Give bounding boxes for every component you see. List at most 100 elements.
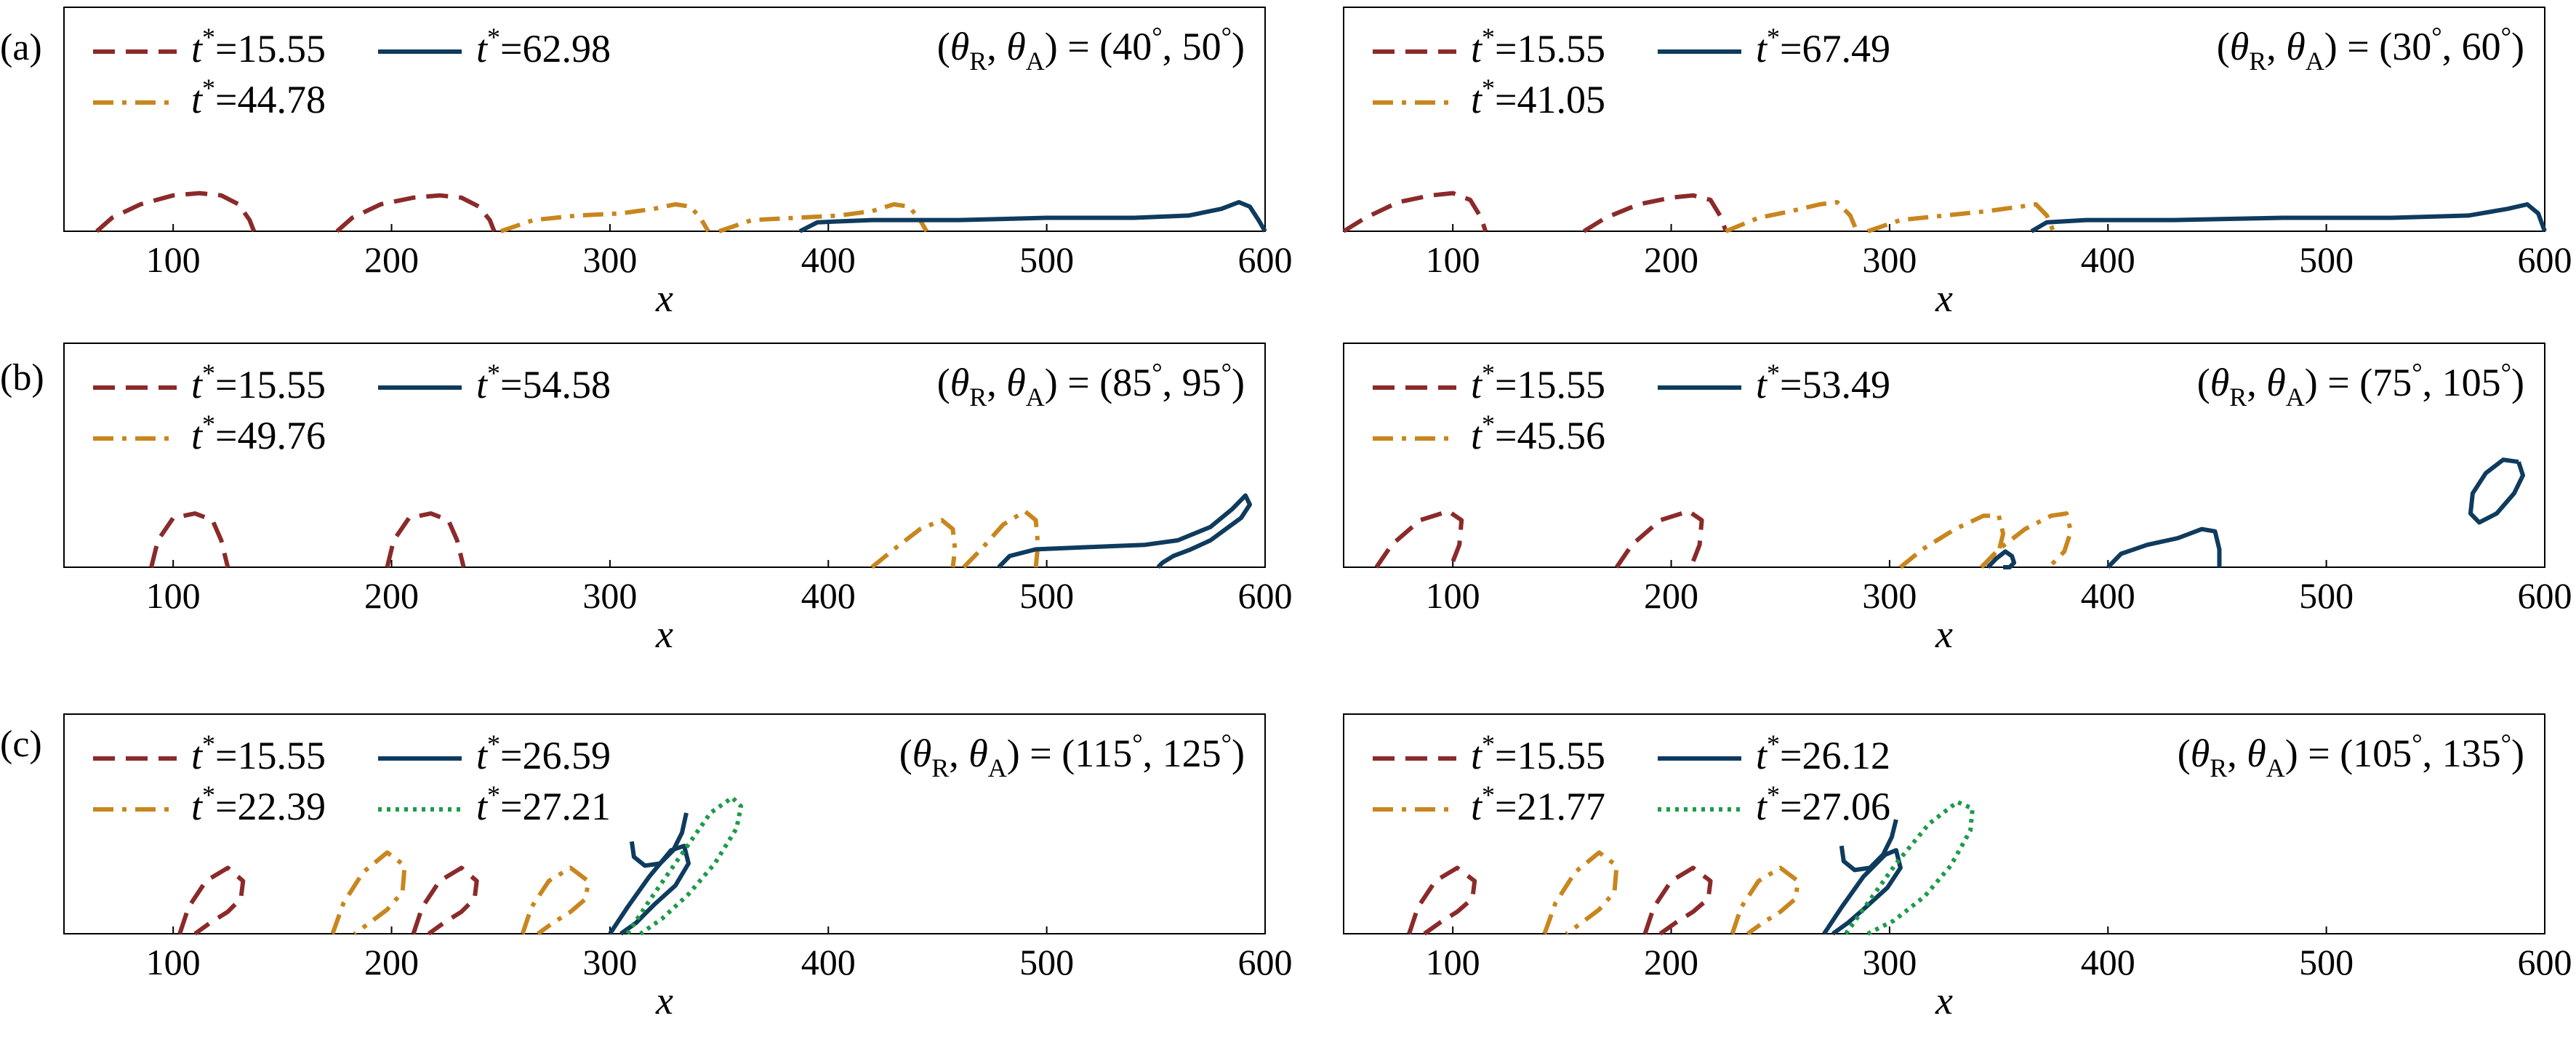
- curve-t-53.49: [1986, 549, 2017, 569]
- curve-t-49.76: [962, 509, 1040, 569]
- legend-label: t*=41.05: [1471, 73, 1605, 121]
- legend-label: t*=27.21: [476, 780, 611, 828]
- legend-label: t*=15.55: [1471, 729, 1605, 777]
- contact-angle-annotation: (θR, θA) = (105°, 135°): [2178, 729, 2524, 782]
- panels: 100 200 300 400 500 600 x t*=15.55 t*=62.98 t*=44…: [63, 7, 2572, 1022]
- x-axis-label: x: [655, 979, 673, 1022]
- x-tick-label: 500: [2299, 575, 2354, 616]
- x-tick-label: 300: [1862, 575, 1917, 616]
- x-tick-label: 600: [2518, 575, 2572, 616]
- curve-t-53.49: [2106, 526, 2222, 569]
- panel-c-left-frame: [63, 713, 1266, 934]
- legend-label: t*=26.59: [476, 729, 611, 777]
- x-tick-label: 400: [2081, 942, 2135, 982]
- x-tick-label: 400: [801, 575, 856, 616]
- curve-t-27.21: [625, 795, 744, 936]
- curve-t-44.78: [499, 202, 710, 233]
- row-label-c: (c): [0, 724, 42, 765]
- x-tick-label: 300: [582, 575, 637, 616]
- row-label-a: (a): [0, 27, 42, 68]
- x-axis-label: x: [1935, 979, 1953, 1022]
- legend-label: t*=67.49: [1756, 23, 1890, 71]
- curve-t-15.55: [385, 511, 466, 568]
- x-tick-label: 100: [1426, 942, 1480, 982]
- curve-t-15.55: [95, 191, 257, 233]
- legend-label: t*=49.76: [191, 409, 326, 457]
- contact-angle-annotation: (θR, θA) = (85°, 95°): [937, 358, 1245, 412]
- curve-t-27.06: [1844, 799, 1975, 936]
- curve-t-26.12: [1839, 819, 1898, 873]
- legend-label: t*=15.55: [1471, 359, 1605, 407]
- curve-t-15.55: [1342, 191, 1488, 233]
- legend-label: t*=45.56: [1471, 409, 1605, 457]
- x-tick-label: 400: [2081, 239, 2135, 280]
- x-tick-label: 200: [364, 239, 419, 280]
- x-tick-label: 300: [582, 942, 637, 982]
- x-tick-label: 200: [1644, 239, 1698, 280]
- curve-t-53.49: [2468, 457, 2525, 525]
- x-tick-label: 500: [1019, 942, 1074, 982]
- curve-t-15.55: [1642, 865, 1713, 936]
- x-tick-label: 100: [146, 942, 201, 982]
- x-tick-label: 200: [364, 575, 419, 616]
- curve-t-26.59: [629, 812, 689, 868]
- legend-label: t*=62.98: [476, 23, 611, 71]
- curve-t-15.55: [149, 511, 230, 568]
- panel-a-left-frame: [63, 7, 1266, 232]
- curve-t-15.55: [335, 193, 497, 233]
- x-tick-label: 600: [2518, 239, 2572, 280]
- curve-t-21.77: [1730, 865, 1800, 936]
- curve-t-62.98: [798, 200, 1267, 233]
- curve-t-49.76: [870, 518, 958, 569]
- x-tick-label: 100: [146, 239, 201, 280]
- curve-t-21.77: [1542, 850, 1619, 936]
- curve-t-15.55: [1374, 509, 1464, 569]
- row-label-b: (b): [0, 357, 44, 399]
- x-tick-label: 300: [582, 239, 637, 280]
- x-tick-label: 600: [1238, 942, 1293, 982]
- curve-t-44.78: [718, 202, 928, 233]
- x-tick-label: 100: [146, 575, 201, 616]
- panel-b-right-frame: [1343, 343, 2545, 568]
- panel-c-right-frame: [1343, 713, 2545, 934]
- x-tick-label: 100: [1426, 239, 1480, 280]
- contact-angle-annotation: (θR, θA) = (30°, 60°): [2217, 22, 2524, 76]
- curve-t-15.55: [1582, 193, 1728, 233]
- curve-t-54.58: [997, 493, 1252, 569]
- curve-t-41.05: [1725, 200, 1859, 233]
- panel-c-right: 100 200 300 400 500 600 x t*=15.55 t*=26.12 t*=21…: [1343, 713, 2572, 1022]
- x-tick-label: 400: [801, 942, 856, 982]
- curve-t-22.39: [520, 865, 590, 936]
- curve-t-15.55: [177, 865, 246, 936]
- contact-angle-annotation: (θR, θA) = (115°, 125°): [899, 729, 1245, 782]
- x-tick-label: 400: [801, 239, 856, 280]
- curve-t-15.55: [1407, 865, 1477, 936]
- x-axis-label: x: [1935, 612, 1953, 656]
- panel-b-left-frame: [63, 343, 1266, 568]
- legend-label: t*=26.12: [1756, 729, 1890, 777]
- panel-a-left: 100 200 300 400 500 600 x t*=15.55 t*=62.98 t*=44…: [63, 7, 1293, 320]
- x-tick-label: 200: [1644, 942, 1698, 982]
- legend-label: t*=15.55: [191, 729, 326, 777]
- contact-angle-annotation: (θR, θA) = (40°, 50°): [937, 22, 1245, 76]
- x-axis-label: x: [655, 276, 673, 320]
- curve-t-45.56: [1979, 511, 2074, 569]
- legend-label: t*=54.58: [476, 359, 611, 407]
- contact-angle-annotation: (θR, θA) = (75°, 105°): [2197, 358, 2524, 412]
- legend-label: t*=44.78: [191, 73, 326, 121]
- curve-t-26.59: [608, 844, 691, 936]
- legend-label: t*=15.55: [191, 23, 326, 71]
- x-tick-label: 200: [1644, 575, 1698, 616]
- x-tick-label: 500: [2299, 239, 2354, 280]
- x-tick-label: 500: [2299, 942, 2354, 982]
- x-tick-label: 600: [1238, 575, 1293, 616]
- curve-t-41.05: [1866, 202, 2055, 233]
- curve-t-22.39: [330, 850, 407, 936]
- panel-b-left: 100 200 300 400 500 600 x t*=15.55 t*=54.58 t*=49…: [63, 343, 1293, 656]
- panel-a-right-frame: [1343, 7, 2545, 232]
- legend-label: t*=53.49: [1756, 359, 1890, 407]
- legend-label: t*=15.55: [1471, 23, 1605, 71]
- x-axis-label: x: [655, 612, 673, 656]
- x-axis-label: x: [1935, 276, 1953, 320]
